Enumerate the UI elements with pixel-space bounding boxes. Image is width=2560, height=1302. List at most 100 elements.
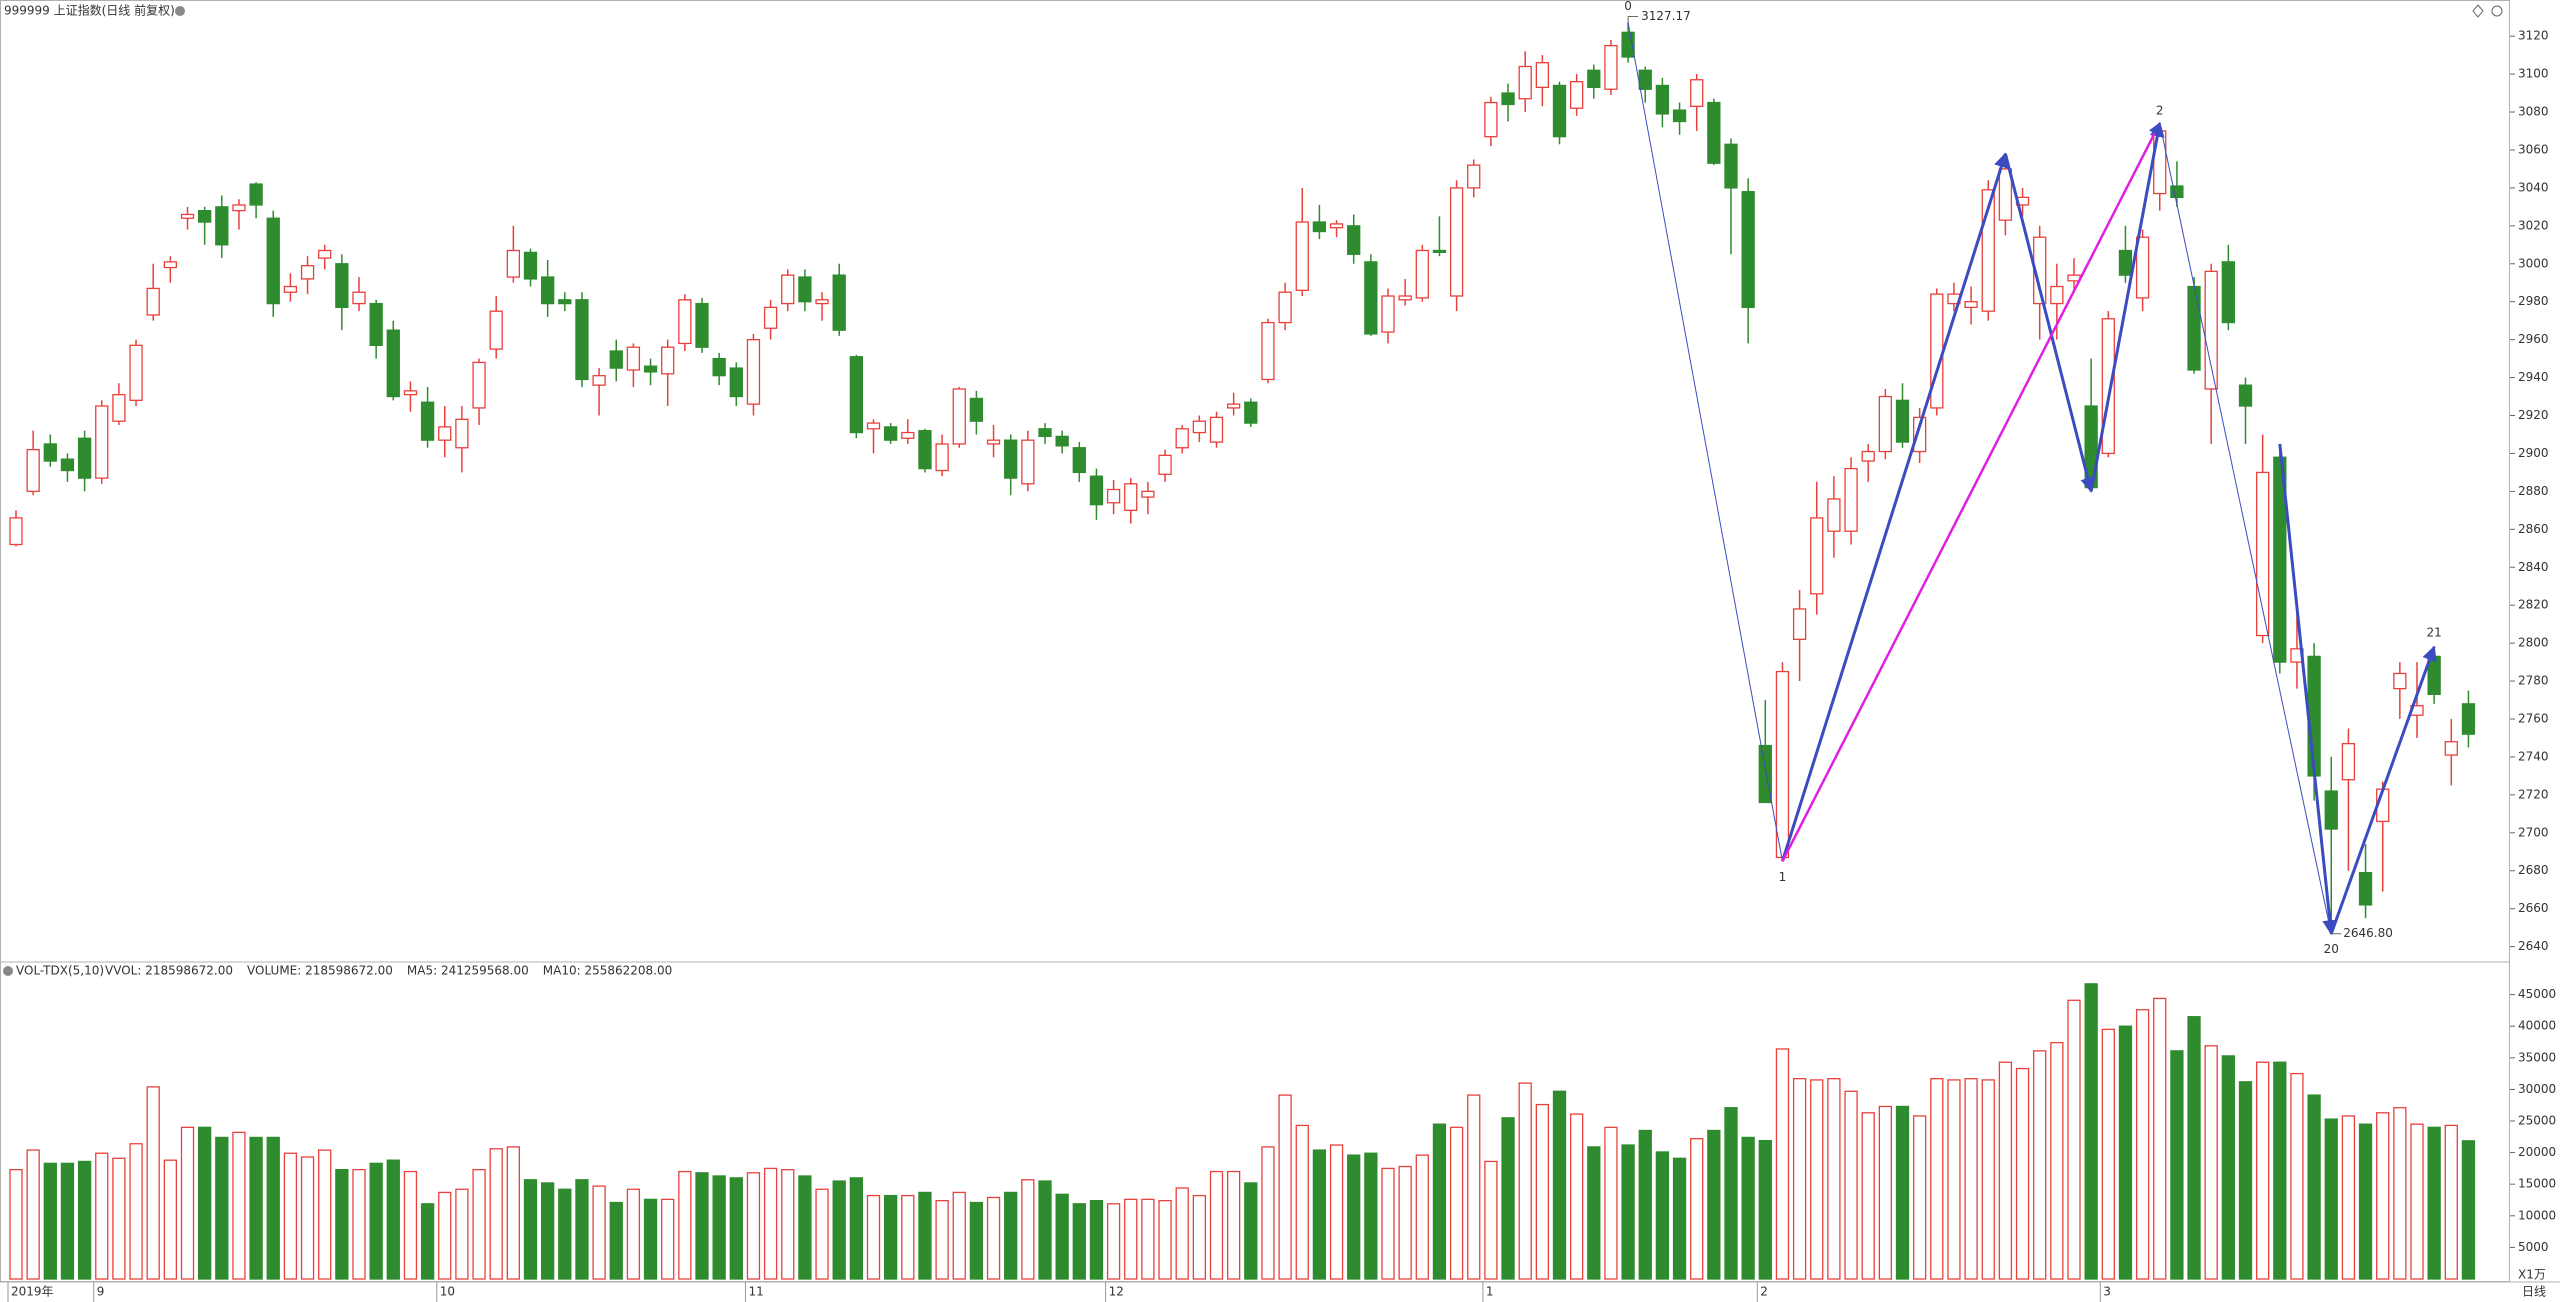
candle-body <box>472 361 486 409</box>
zigzag-line <box>1781 152 2009 862</box>
candle-body <box>746 338 761 405</box>
candle-body <box>1707 101 1721 164</box>
zigzag-line <box>1627 22 1783 862</box>
candle-body <box>215 206 229 246</box>
x-tick-label: 3 <box>2103 1285 2111 1299</box>
y2-tick-label: 20000 <box>2518 1145 2556 1159</box>
candle-body <box>1192 420 1206 434</box>
candle-body <box>1844 467 1858 532</box>
volume-bar <box>1518 1082 1532 1280</box>
candle-body <box>1878 395 1892 453</box>
volume-bar <box>712 1175 726 1280</box>
volume-bar <box>815 1188 829 1280</box>
volume-bar <box>935 1199 949 1280</box>
volume-bar <box>626 1188 641 1280</box>
y-tick-label: 2980 <box>2518 294 2549 308</box>
candle-body <box>729 367 743 398</box>
volume-bar <box>163 1159 178 1280</box>
candle-body <box>1518 65 1532 100</box>
volume-bar <box>197 1126 212 1280</box>
volume-bar <box>1175 1187 1189 1280</box>
candle-body <box>1432 249 1447 254</box>
wave-label: 21 <box>2427 625 2442 639</box>
zigzag-line <box>2159 123 2332 934</box>
candle-body <box>129 344 143 401</box>
y-tick-label: 2960 <box>2518 332 2549 346</box>
volume-bar <box>2135 1009 2150 1280</box>
zigzag-line <box>2089 121 2165 492</box>
volume-bar <box>1621 1144 1635 1280</box>
candle-body <box>1038 428 1052 438</box>
volume-bar <box>2358 1123 2373 1280</box>
volume-bar <box>2187 1016 2201 1280</box>
volume-bar <box>2307 1094 2321 1280</box>
chart-title: 999999 上证指数(日线 前复权) <box>4 3 175 18</box>
volume-bar <box>763 1167 778 1280</box>
candle-body <box>77 437 92 479</box>
volume-bar <box>1415 1154 1429 1280</box>
volume-bar <box>60 1162 75 1280</box>
candle-body <box>43 443 57 462</box>
volume-bar <box>661 1198 675 1280</box>
candle-body <box>197 210 212 223</box>
volume-bar <box>1398 1165 1412 1280</box>
candle-body <box>232 204 246 212</box>
candle-body <box>1724 143 1738 189</box>
y2-tick-label: 5000 <box>2518 1240 2549 1254</box>
volume-bar <box>1209 1170 1224 1280</box>
vol-settings-icon[interactable] <box>3 966 13 976</box>
period-label[interactable]: 日线 <box>2522 1285 2546 1299</box>
candle-body <box>386 329 400 398</box>
candle-body <box>1964 301 1978 309</box>
candle-body <box>1792 608 1807 640</box>
volume-bar <box>369 1162 383 1280</box>
y-tick-label: 2700 <box>2518 825 2549 839</box>
volume-bar <box>1947 1079 1961 1280</box>
candle-body <box>1467 164 1481 189</box>
candle-body <box>832 274 846 331</box>
candle-body <box>335 263 349 309</box>
candle-body <box>95 405 109 479</box>
candle-body <box>2324 790 2338 830</box>
volume-bar <box>1552 1090 1567 1280</box>
volume-bar <box>729 1177 743 1280</box>
volume-bar <box>1055 1193 1069 1280</box>
volume-bar <box>300 1156 315 1280</box>
volume-bar <box>95 1152 109 1280</box>
volume-bar <box>472 1169 486 1280</box>
candle-body <box>2221 261 2236 324</box>
price-label-leader <box>1627 16 1639 23</box>
candle-body <box>1055 435 1069 447</box>
volume-bar <box>1467 1094 1481 1280</box>
volume-bar <box>2444 1124 2458 1280</box>
y-tick-label: 2780 <box>2518 674 2549 688</box>
wave-label: 2 <box>2156 104 2164 118</box>
diamond-icon[interactable] <box>2472 4 2484 18</box>
candle-body <box>1861 450 1875 462</box>
candle-body <box>1364 261 1378 335</box>
volume-bar <box>2461 1140 2476 1280</box>
volume-bar <box>146 1086 160 1280</box>
y-tick-label: 2660 <box>2518 901 2549 915</box>
volume-bar <box>695 1172 709 1280</box>
volume-bar <box>180 1126 195 1280</box>
y-tick-label: 2760 <box>2518 712 2549 726</box>
candle-body <box>1415 249 1429 299</box>
x-tick-label: 10 <box>440 1285 455 1299</box>
volume-bar <box>1707 1129 1721 1280</box>
candle-body <box>1227 403 1241 409</box>
volume-bar <box>249 1136 263 1280</box>
candle-body <box>575 299 589 381</box>
candle-body <box>2461 703 2476 735</box>
volume-header-value: VVOL: 218598672.00 <box>105 964 233 978</box>
y-tick-label: 2740 <box>2518 749 2549 763</box>
unit-label: X1万 <box>2518 1268 2546 1282</box>
minimize-icon[interactable] <box>2491 5 2503 17</box>
volume-bar <box>1244 1182 1258 1280</box>
candle-body <box>661 346 675 375</box>
candle-body <box>1552 84 1567 138</box>
candle-body <box>1278 291 1292 324</box>
settings-icon[interactable] <box>175 6 185 16</box>
volume-bar <box>2255 1061 2270 1280</box>
volume-bar <box>335 1169 349 1280</box>
